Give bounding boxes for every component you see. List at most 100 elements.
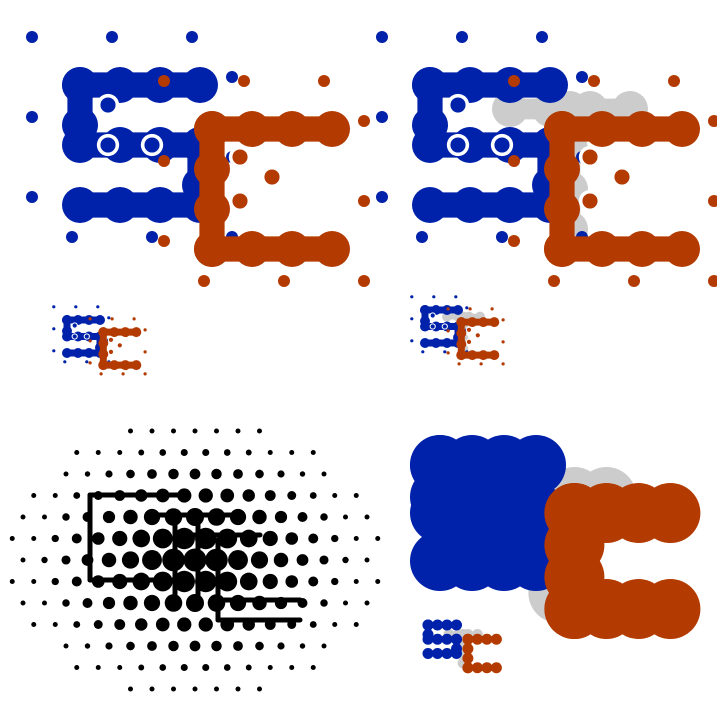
letter-c-node bbox=[584, 231, 620, 267]
letter-s-node bbox=[432, 633, 443, 645]
letter-c-halo-dot bbox=[238, 75, 250, 87]
halftone-dot bbox=[177, 488, 192, 503]
letter-c-node bbox=[109, 327, 120, 338]
letter-s-halo-dot bbox=[186, 31, 198, 43]
letter-c-ring-core bbox=[108, 349, 114, 354]
halftone-dot bbox=[257, 428, 262, 434]
letter-c-node bbox=[120, 360, 131, 371]
halftone-dot bbox=[331, 577, 339, 586]
halftone-dot bbox=[128, 686, 133, 692]
halftone-dot bbox=[41, 600, 48, 606]
letter-c-halo-dot bbox=[501, 340, 505, 344]
letter-s-halo-dot bbox=[443, 350, 447, 354]
halftone-dot bbox=[267, 450, 273, 455]
halftone-dot bbox=[233, 469, 243, 479]
letter-s-node bbox=[182, 67, 218, 103]
letter-c-ring-core bbox=[614, 169, 630, 185]
letter-c-halo-dot bbox=[358, 275, 370, 287]
halftone-dot bbox=[138, 664, 145, 671]
letter-s-node bbox=[62, 348, 72, 358]
letter-c-halo-dot bbox=[446, 329, 450, 333]
halftone-dot bbox=[331, 534, 339, 543]
letter-s-node bbox=[102, 67, 138, 103]
letter-c-node bbox=[467, 317, 478, 328]
letter-c-halo-dot bbox=[143, 372, 147, 376]
halftone-dot bbox=[41, 514, 48, 520]
letter-s-ring-core bbox=[144, 137, 160, 153]
letter-s-halo-dot bbox=[52, 349, 56, 353]
halftone-dot bbox=[123, 509, 138, 525]
letter-s-halo-dot bbox=[106, 31, 118, 43]
letter-c-node bbox=[478, 350, 489, 361]
letter-c-halo-dot bbox=[479, 362, 483, 366]
letter-c-ring-core bbox=[117, 343, 122, 348]
halftone-dot bbox=[105, 642, 113, 650]
letter-c-halo-dot bbox=[708, 275, 717, 287]
halftone-dot bbox=[20, 557, 26, 563]
halftone-dot bbox=[82, 598, 93, 608]
logo-sct-solid-small bbox=[422, 619, 502, 674]
halftone-dot bbox=[309, 492, 317, 499]
letter-s-node bbox=[422, 633, 434, 645]
letter-s-ring-core bbox=[430, 324, 435, 329]
letter-s-halo-dot bbox=[52, 327, 56, 331]
logo-sct-dots-small bbox=[410, 295, 505, 366]
letter-c-node bbox=[194, 231, 230, 267]
halftone-dot bbox=[142, 550, 162, 570]
halftone-dot bbox=[353, 536, 359, 541]
letter-s-halo-dot bbox=[410, 295, 414, 299]
halftone-dot bbox=[164, 594, 183, 612]
letter-c-halo-dot bbox=[501, 362, 505, 366]
letter-c-halo-dot bbox=[501, 318, 505, 322]
halftone-dot bbox=[61, 555, 71, 565]
halftone-dot bbox=[235, 428, 241, 434]
letter-c bbox=[158, 75, 370, 287]
letter-s-node bbox=[451, 633, 462, 645]
letter-c-halo-dot bbox=[468, 307, 472, 311]
halftone-dot bbox=[364, 557, 370, 563]
letter-c-node bbox=[489, 350, 500, 361]
halftone-dot bbox=[214, 686, 219, 692]
letter-c-node bbox=[664, 231, 700, 267]
letter-c-halo-dot bbox=[198, 275, 210, 287]
halftone-dot bbox=[126, 469, 135, 479]
halftone-dot bbox=[220, 488, 235, 503]
letter-c-node bbox=[544, 191, 580, 227]
letter-s-node bbox=[142, 187, 178, 223]
letter-s-halo-dot bbox=[74, 305, 78, 309]
letter-s-node bbox=[412, 187, 448, 223]
letter-c-node bbox=[456, 317, 467, 328]
letter-c-ring-core bbox=[582, 149, 598, 165]
halftone-dot bbox=[297, 512, 308, 522]
letter-c-halo-dot bbox=[88, 339, 92, 343]
halftone-dot bbox=[277, 642, 285, 650]
letter-s-halo-dot bbox=[465, 306, 469, 310]
letter-s-node bbox=[492, 187, 528, 223]
halftone-dot bbox=[123, 595, 138, 611]
halftone-dot bbox=[101, 552, 117, 568]
letter-c-halo-dot bbox=[158, 155, 170, 167]
halftone-dot bbox=[299, 471, 306, 477]
letter-c-node bbox=[98, 349, 109, 360]
letter-c-node bbox=[194, 151, 230, 187]
halftone-dot bbox=[71, 576, 82, 587]
letter-s-node bbox=[95, 315, 105, 325]
halftone-dot bbox=[147, 469, 157, 479]
letter-s-node bbox=[452, 187, 488, 223]
halftone-dot bbox=[223, 449, 231, 456]
letter-c-node bbox=[109, 360, 120, 371]
letter-c-node bbox=[131, 327, 142, 338]
halftone-dot bbox=[223, 664, 231, 671]
halftone-dot bbox=[211, 640, 222, 652]
halftone-dot bbox=[20, 514, 26, 520]
letter-s-node bbox=[422, 648, 434, 659]
halftone-dot bbox=[73, 492, 81, 499]
letter-s-halo-dot bbox=[96, 305, 100, 309]
letter-s-halo-dot bbox=[52, 305, 56, 309]
halftone-dot bbox=[255, 469, 264, 479]
halftone-dot bbox=[289, 450, 295, 455]
letter-s-node bbox=[451, 619, 462, 631]
halftone-dot bbox=[159, 664, 167, 671]
halftone-dot bbox=[171, 428, 176, 434]
letter-c-halo-dot bbox=[508, 75, 520, 87]
